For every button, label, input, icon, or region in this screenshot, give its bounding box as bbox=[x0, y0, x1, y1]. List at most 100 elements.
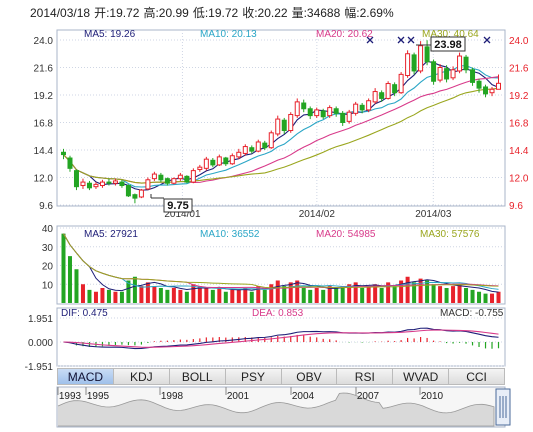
candle-body bbox=[307, 108, 313, 117]
ma-line bbox=[63, 64, 499, 188]
volume-bar bbox=[360, 288, 365, 303]
quote-date: 2014/03/18 bbox=[30, 6, 91, 20]
candle-body bbox=[431, 61, 437, 82]
candle-body bbox=[418, 45, 424, 72]
volume-bar bbox=[197, 286, 202, 303]
candle-body bbox=[411, 54, 417, 72]
volume-bar bbox=[269, 284, 274, 303]
low-annotation: 9.75 bbox=[150, 194, 193, 213]
tab-rsi[interactable]: RSI bbox=[337, 368, 394, 385]
volume-bar bbox=[418, 278, 423, 303]
price-y-tick-right: 24.0 bbox=[509, 36, 529, 47]
ma-line bbox=[63, 60, 499, 191]
price-y-tick-right: 12.0 bbox=[509, 174, 529, 185]
volume-legend-item: MA5: 27921 bbox=[84, 229, 138, 240]
volume-legend: MA5: 27921 MA10: 36552 MA20: 54985 MA30: 57… bbox=[84, 229, 480, 240]
candle-body bbox=[190, 170, 196, 183]
volume-bar bbox=[386, 282, 391, 303]
indicator-tabs: MACD KDJ BOLL PSY OBV RSI WVAD CCI bbox=[57, 368, 505, 385]
macd-panel-frame bbox=[56, 307, 506, 367]
volume-bar bbox=[165, 289, 170, 303]
candle-body bbox=[171, 178, 177, 184]
candle-body bbox=[366, 100, 372, 111]
tab-obv[interactable]: OBV bbox=[281, 368, 338, 385]
volume-legend-item: MA30: 57576 bbox=[420, 229, 480, 240]
tab-psy[interactable]: PSY bbox=[225, 368, 282, 385]
candle-body bbox=[106, 181, 112, 184]
candle-body bbox=[288, 113, 294, 132]
price-y-tick: 16.8 bbox=[34, 119, 54, 130]
candle-body bbox=[132, 194, 138, 199]
volume-bar bbox=[477, 291, 482, 303]
event-marker-icon bbox=[397, 36, 405, 44]
price-x-tick: 2014/01 bbox=[164, 209, 201, 220]
volume-bar bbox=[106, 289, 111, 303]
volume-bar bbox=[366, 286, 371, 303]
volume-bar bbox=[321, 289, 326, 303]
candle-body bbox=[463, 56, 469, 71]
volume-bar bbox=[308, 289, 313, 303]
volume-bar bbox=[327, 286, 332, 303]
volume-moving-averages bbox=[63, 233, 499, 293]
price-y-tick-right: 21.6 bbox=[509, 64, 529, 75]
volume-bar bbox=[119, 291, 124, 303]
volume-bar bbox=[392, 286, 397, 303]
quote-header: 2014/03/18 开:19.72 高:20.99 低:19.72 收:20.22 量:… bbox=[30, 4, 398, 21]
timeline-navigator[interactable]: 1993 1995 1998 2001 2004 2007 2010 bbox=[57, 387, 495, 427]
price-moving-averages bbox=[63, 60, 499, 191]
volume-bar bbox=[340, 286, 345, 303]
low-annotation-label: 9.75 bbox=[167, 200, 188, 212]
dif-line bbox=[63, 327, 499, 350]
candle-body bbox=[80, 181, 86, 187]
tab-wvad[interactable]: WVAD bbox=[393, 368, 450, 385]
timeline-handle[interactable] bbox=[495, 388, 511, 426]
volume-bar bbox=[301, 288, 306, 303]
tab-cci[interactable]: CCI bbox=[449, 368, 505, 385]
macd-y-tick: 1.951 bbox=[28, 314, 53, 325]
macd-y-axis: 1.951 0.000 -1.951 bbox=[25, 314, 54, 373]
volume-bar bbox=[464, 288, 469, 303]
volume-bar bbox=[100, 288, 105, 303]
price-y-tick-right: 19.2 bbox=[509, 91, 529, 102]
price-y-tick: 9.6 bbox=[39, 201, 53, 212]
candle-body bbox=[470, 69, 476, 83]
volume-bar bbox=[347, 284, 352, 303]
ma-line bbox=[63, 87, 499, 184]
volume-bar bbox=[178, 289, 183, 303]
volume-bar bbox=[457, 284, 462, 303]
quote-low: 低:19.72 bbox=[192, 6, 239, 20]
tab-macd[interactable]: MACD bbox=[57, 368, 114, 385]
volume-bar bbox=[184, 291, 189, 303]
candle-body bbox=[437, 67, 443, 81]
tab-kdj[interactable]: KDJ bbox=[113, 368, 170, 385]
volume-bar bbox=[496, 291, 501, 303]
candle-body bbox=[489, 88, 495, 94]
quote-change: 幅:2.69% bbox=[344, 6, 394, 20]
price-y-tick: 12.0 bbox=[34, 174, 54, 185]
price-y-tick: 19.2 bbox=[34, 91, 54, 102]
candle-body bbox=[60, 151, 66, 156]
volume-bar bbox=[438, 286, 443, 303]
candle-body bbox=[86, 182, 92, 189]
candle-body bbox=[268, 132, 274, 149]
volume-ma-line bbox=[63, 233, 499, 289]
volume-legend-item: MA10: 36552 bbox=[200, 229, 260, 240]
price-grid bbox=[57, 30, 505, 206]
candle-body bbox=[236, 151, 242, 158]
timeline-year: 1998 bbox=[161, 391, 184, 402]
volume-bar bbox=[425, 280, 430, 303]
candle-body bbox=[210, 159, 216, 166]
candle-body bbox=[320, 110, 326, 118]
price-legend-item: MA10: 20.13 bbox=[200, 29, 257, 40]
candle-body bbox=[249, 147, 255, 152]
candle-body bbox=[229, 155, 235, 165]
volume-bar bbox=[61, 233, 66, 303]
tab-boll[interactable]: BOLL bbox=[169, 368, 226, 385]
price-y-axis-left: 24.0 21.6 19.2 16.8 14.4 12.0 9.6 bbox=[34, 36, 54, 212]
volume-bar bbox=[314, 288, 319, 303]
candle-body bbox=[457, 55, 463, 72]
volume-bar bbox=[275, 280, 280, 303]
candle-body bbox=[67, 157, 73, 169]
volume-bar bbox=[191, 284, 196, 303]
